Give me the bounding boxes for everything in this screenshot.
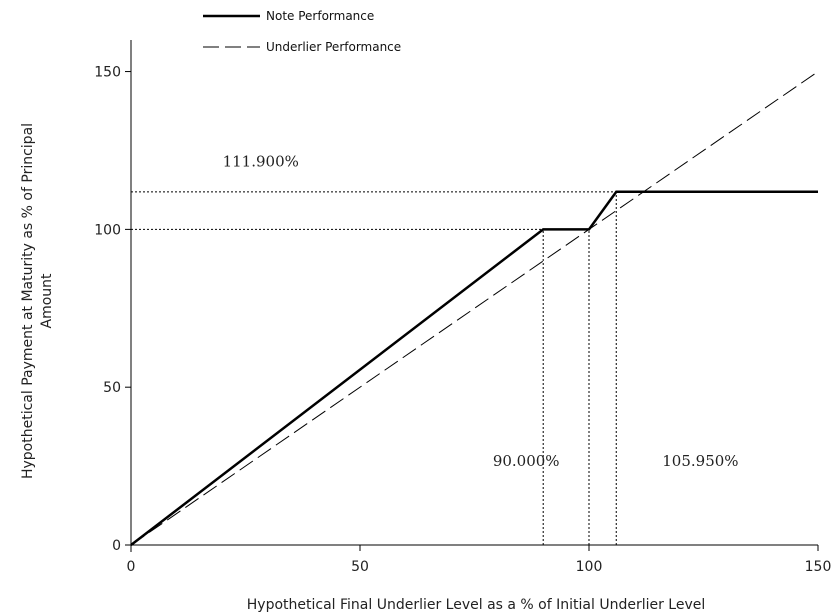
annotation-1: 90.000% <box>493 452 560 470</box>
y-tick-label-150: 150 <box>94 65 121 81</box>
y-tick-label-50: 50 <box>103 380 121 396</box>
y-axis-label-line-1: Hypothetical Payment at Maturity as % of… <box>20 123 36 479</box>
annotations: 111.900% 90.000% 105.950% <box>223 152 739 470</box>
x-tick-label-150: 150 <box>805 559 832 575</box>
series-lines <box>130 71 819 546</box>
x-tick-label-100: 100 <box>576 559 603 575</box>
legend-label-underlier-performance: Underlier Performance <box>266 40 401 54</box>
series-line-note-performance <box>130 190 818 546</box>
x-axis-label: Hypothetical Final Underlier Level as a … <box>247 597 706 613</box>
series-line-underlier-performance <box>130 71 819 546</box>
annotation-0: 111.900% <box>223 152 299 170</box>
axes <box>125 40 819 552</box>
x-tick-label-0: 0 <box>127 559 136 575</box>
legend-label-note-performance: Note Performance <box>266 9 374 23</box>
legend: Note Performance Underlier Performance <box>203 9 401 54</box>
annotation-2: 105.950% <box>662 452 738 470</box>
y-tick-label-0: 0 <box>112 538 121 554</box>
x-tick-label-50: 50 <box>351 559 369 575</box>
reference-lines <box>131 191 617 545</box>
y-tick-label-100: 100 <box>94 222 121 238</box>
tick-labels: 0 50 100 150 0 50 100 150 <box>94 65 831 575</box>
y-axis-label-line-2: Amount <box>39 273 55 329</box>
